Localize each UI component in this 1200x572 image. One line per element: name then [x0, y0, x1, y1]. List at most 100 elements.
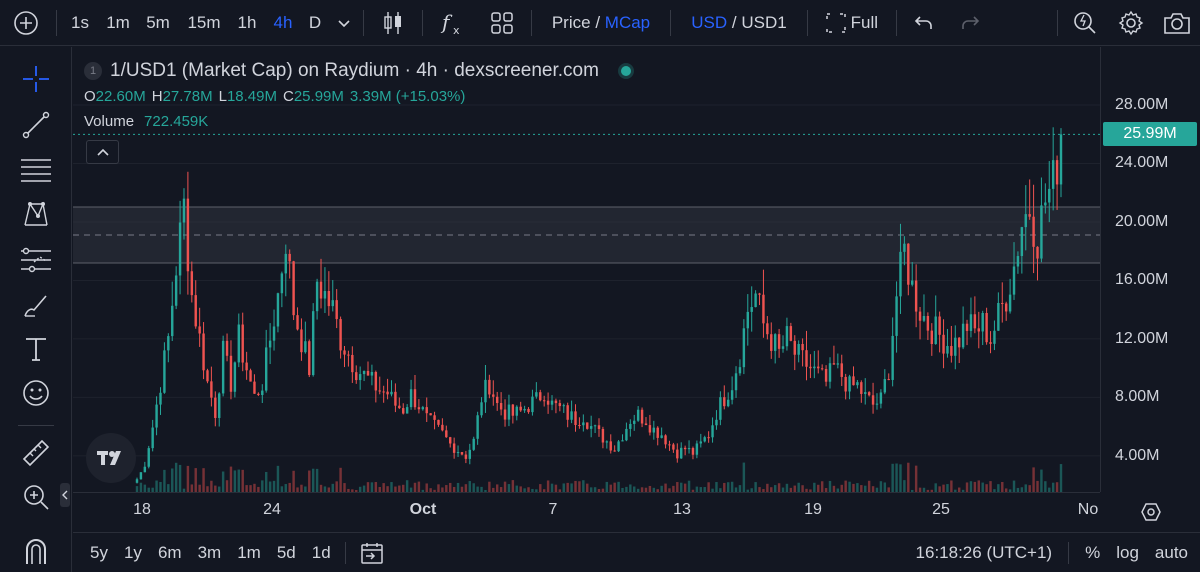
symbol-title[interactable]: 1/USD1 (Market Cap) on Raydium · 4h · de…: [110, 60, 599, 81]
collapse-legend-button[interactable]: [86, 140, 119, 164]
zoom-tool[interactable]: [14, 477, 58, 517]
volume-bar: [272, 480, 276, 492]
last-price-badge: 25.99M: [1103, 122, 1197, 146]
auto-scale-toggle[interactable]: auto: [1154, 542, 1188, 562]
chart-pane[interactable]: [73, 47, 1100, 492]
currency-toggle[interactable]: USD / USD1: [675, 0, 803, 46]
interval-1h[interactable]: 1h: [237, 12, 257, 32]
volume-bar: [421, 489, 425, 492]
range-1d[interactable]: 1d: [311, 542, 331, 562]
volume-bar: [871, 486, 875, 492]
goto-date-button[interactable]: [360, 541, 384, 565]
candle-body: [335, 300, 338, 320]
magnet-tool[interactable]: [14, 529, 58, 569]
candle-body: [178, 222, 182, 276]
volume-bar: [742, 462, 746, 492]
text-tool[interactable]: [14, 329, 58, 369]
pattern-tool[interactable]: [14, 194, 58, 234]
range-5d[interactable]: 5d: [276, 542, 296, 562]
candle-body: [938, 316, 941, 335]
volume-bar: [981, 482, 984, 492]
undo-button[interactable]: [901, 0, 947, 46]
smiley-icon: [23, 380, 49, 406]
candle-body: [879, 392, 883, 404]
measure-tool[interactable]: [14, 433, 58, 473]
candle-body: [398, 405, 401, 409]
add-symbol-button[interactable]: [0, 0, 52, 46]
price-mcap-toggle[interactable]: Price / MCap: [536, 0, 666, 46]
interval-15m[interactable]: 15m: [187, 12, 221, 32]
chart-grid: [73, 104, 1100, 457]
range-3m[interactable]: 3m: [197, 542, 222, 562]
layouts-button[interactable]: [477, 0, 527, 46]
time-tick: 7: [548, 501, 558, 518]
candle-body: [284, 253, 287, 274]
interval-dropdown-button[interactable]: [329, 0, 359, 46]
crosshair-tool[interactable]: [14, 59, 58, 99]
candle-body: [449, 437, 452, 444]
quick-search-button[interactable]: [1062, 0, 1108, 46]
volume-bar: [648, 485, 652, 492]
interval-5m[interactable]: 5m: [146, 12, 170, 32]
price-chart[interactable]: [73, 47, 1100, 492]
chart-type-button[interactable]: [368, 0, 418, 46]
volume-bar: [993, 489, 996, 492]
redo-button[interactable]: [947, 0, 993, 46]
candle-body: [237, 324, 241, 363]
candle-body: [362, 370, 366, 375]
candle-body: [323, 290, 327, 299]
volume-bar: [946, 484, 949, 492]
percent-scale-toggle[interactable]: %: [1085, 542, 1101, 562]
settings-button[interactable]: [1108, 0, 1154, 46]
volume-bar: [468, 481, 472, 492]
volume-bar: [378, 486, 381, 492]
log-scale-toggle[interactable]: log: [1116, 542, 1139, 562]
brush-tool[interactable]: [14, 285, 58, 325]
candle-body: [605, 441, 609, 443]
volume-bar: [860, 485, 863, 492]
candle-body: [1055, 160, 1059, 185]
emoji-tool[interactable]: [14, 373, 58, 413]
axis-settings-button[interactable]: [1138, 500, 1164, 524]
range-6m[interactable]: 6m: [157, 542, 182, 562]
time-tick: 24: [263, 501, 281, 518]
candle-body: [636, 409, 640, 421]
interval-1s[interactable]: 1s: [71, 12, 89, 32]
candle-body: [629, 423, 632, 429]
volume-bar: [257, 486, 260, 492]
trendline-tool[interactable]: [14, 105, 58, 145]
toolbar-divider: [1068, 541, 1070, 564]
collapse-toolbar-button[interactable]: [60, 483, 70, 507]
crosshair-icon: [23, 66, 49, 92]
volume-bar: [558, 489, 562, 492]
volume-bar: [1051, 482, 1055, 492]
candle-body: [840, 363, 843, 377]
candle-body: [488, 379, 491, 395]
tradingview-logo[interactable]: [86, 433, 136, 483]
range-1m[interactable]: 1m: [237, 542, 261, 562]
range-5y[interactable]: 5y: [90, 542, 108, 562]
candle-body: [762, 294, 765, 324]
interval-4h[interactable]: 4h: [273, 12, 293, 32]
fib-tool[interactable]: [14, 150, 58, 190]
interval-d[interactable]: D: [308, 12, 322, 32]
candle-body: [687, 448, 691, 450]
volume-bar: [488, 481, 491, 492]
time-axis[interactable]: 18 24 Oct 7 13 19 25 No: [73, 492, 1100, 530]
candle-body: [844, 376, 847, 392]
candle-body: [965, 323, 969, 331]
volume-bar: [515, 485, 518, 492]
candle-body: [429, 413, 432, 416]
fullscreen-button[interactable]: Full: [812, 0, 892, 46]
candle-body: [989, 342, 992, 344]
clock-timezone[interactable]: 16:18:26 (UTC+1): [915, 542, 1053, 562]
range-1y[interactable]: 1y: [123, 542, 142, 562]
candle-body: [593, 425, 597, 427]
volume-bar: [597, 489, 601, 492]
price-axis[interactable]: 28.00M 24.00M 20.00M 16.00M 12.00M 8.00M…: [1100, 47, 1200, 492]
candle-body: [625, 428, 628, 441]
forecast-tool[interactable]: [14, 240, 58, 280]
interval-1m[interactable]: 1m: [106, 12, 130, 32]
screenshot-button[interactable]: [1154, 0, 1200, 46]
